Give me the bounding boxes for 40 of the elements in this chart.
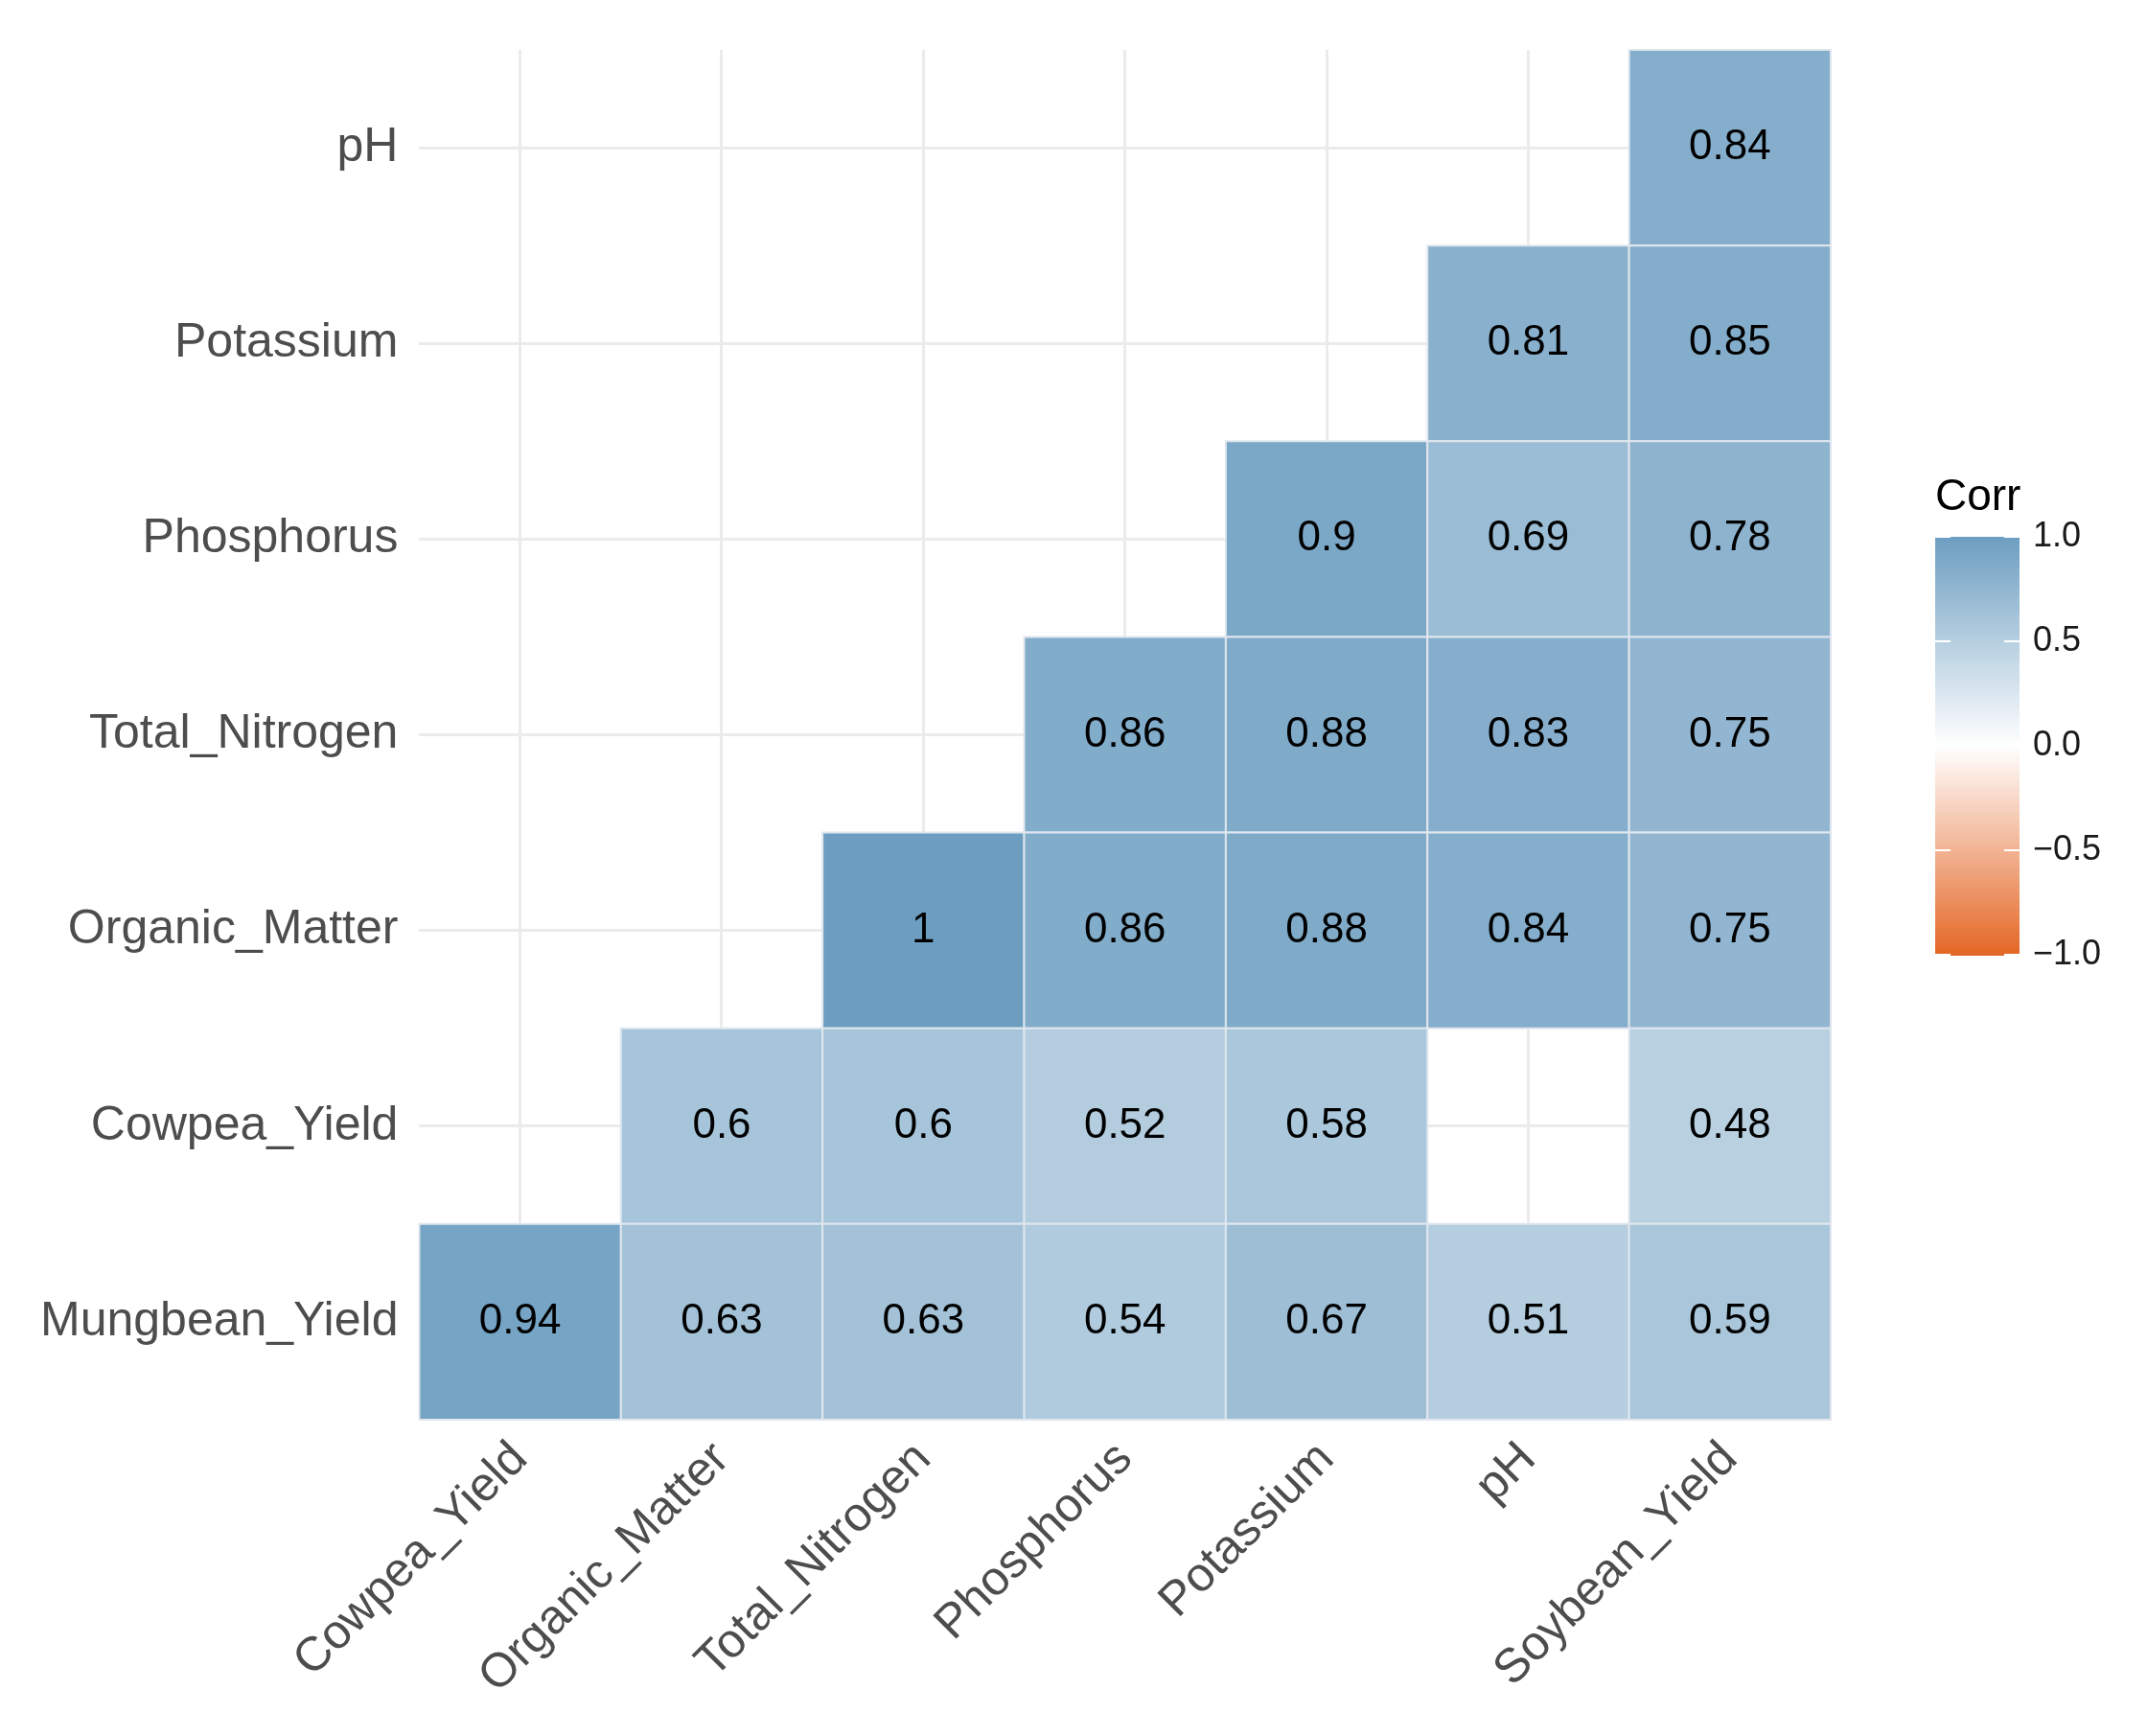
data-label: 0.75: [1689, 707, 1771, 755]
data-label: 0.84: [1689, 121, 1771, 169]
data-label: 0.94: [478, 1294, 562, 1342]
y-tick-label: Phosphorus: [142, 509, 399, 564]
color-bar-label: 0.5: [2033, 618, 2082, 659]
data-label: 0.63: [681, 1294, 763, 1342]
color-bar-label: 1.0: [2033, 514, 2082, 554]
data-label: 0.86: [1083, 903, 1166, 951]
data-label: 0.78: [1689, 512, 1771, 560]
data-label: 0.58: [1285, 1099, 1368, 1146]
y-tick-label: pH: [336, 117, 399, 172]
color-bar-label: −0.5: [2033, 827, 2102, 868]
data-label: 0.51: [1487, 1294, 1570, 1342]
data-label: 0.88: [1285, 707, 1368, 755]
data-label: 0.88: [1285, 903, 1368, 951]
y-tick-label: Mungbean_Yield: [40, 1291, 399, 1346]
color-bar-label: 0.0: [2033, 723, 2082, 763]
data-label: 0.69: [1487, 512, 1570, 560]
y-tick-label: Organic_Matter: [67, 900, 399, 955]
data-label: 0.83: [1487, 707, 1570, 755]
data-label: 0.84: [1487, 903, 1570, 951]
data-label: 0.52: [1083, 1099, 1166, 1146]
data-label: 0.6: [893, 1099, 953, 1146]
data-label: 0.67: [1285, 1294, 1368, 1342]
data-label: 0.9: [1297, 512, 1356, 560]
data-label: 0.54: [1083, 1294, 1166, 1342]
data-label: 0.75: [1689, 903, 1771, 951]
y-tick-label: Potassium: [174, 312, 399, 367]
data-label: 0.63: [882, 1294, 965, 1342]
data-label: 0.6: [692, 1099, 751, 1146]
color-bar-title: Corr: [1935, 470, 2021, 520]
data-label: 0.86: [1083, 707, 1166, 755]
data-label: 1: [912, 903, 935, 951]
color-bar-label: −1.0: [2033, 932, 2102, 972]
data-label: 0.81: [1487, 316, 1570, 364]
y-tick-label: Cowpea_Yield: [90, 1096, 399, 1150]
y-tick-label: Total_Nitrogen: [89, 705, 399, 759]
data-label: 0.48: [1689, 1099, 1771, 1146]
data-label: 0.59: [1689, 1294, 1771, 1342]
data-label: 0.85: [1689, 316, 1771, 364]
